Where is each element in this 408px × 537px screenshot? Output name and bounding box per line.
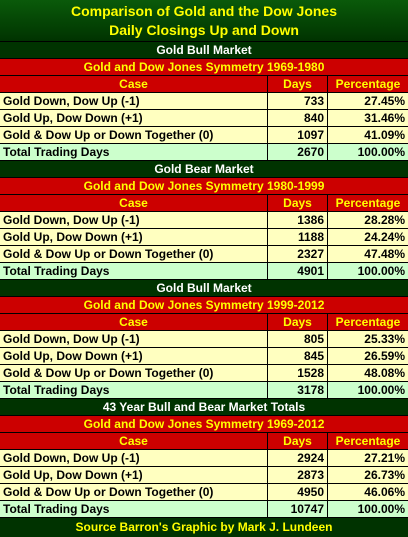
section-subtitle: Gold and Dow Jones Symmetry 1969-1980 [0, 59, 408, 76]
cell: Gold & Dow Up or Down Together (0) [0, 127, 268, 143]
column-header: Case Days Percentage [0, 76, 408, 93]
cell: Case [0, 76, 268, 92]
cell: 4950 [268, 484, 328, 500]
cell: Gold & Dow Up or Down Together (0) [0, 484, 268, 500]
cell: Case [0, 195, 268, 211]
cell: 3178 [268, 382, 328, 398]
cell: 100.00% [328, 144, 408, 160]
cell: 2670 [268, 144, 328, 160]
cell: 31.46% [328, 110, 408, 126]
cell: 24.24% [328, 229, 408, 245]
cell: Gold Up, Dow Down (+1) [0, 229, 268, 245]
cell: Case [0, 433, 268, 449]
cell: Gold Down, Dow Up (-1) [0, 450, 268, 466]
data-row: Gold Up, Dow Down (+1) 845 26.59% [0, 348, 408, 365]
cell: 2327 [268, 246, 328, 262]
cell: 26.59% [328, 348, 408, 364]
market-header: Gold Bull Market [0, 280, 408, 297]
cell: Gold Down, Dow Up (-1) [0, 331, 268, 347]
total-row: Total Trading Days 10747 100.00% [0, 501, 408, 518]
cell: 41.09% [328, 127, 408, 143]
cell: Case [0, 314, 268, 330]
cell: 1386 [268, 212, 328, 228]
column-header: Case Days Percentage [0, 195, 408, 212]
data-row: Gold Down, Dow Up (-1) 805 25.33% [0, 331, 408, 348]
data-row: Gold & Dow Up or Down Together (0) 4950 46… [0, 484, 408, 501]
data-row: Gold Up, Dow Down (+1) 1188 24.24% [0, 229, 408, 246]
cell: Days [268, 195, 328, 211]
cell: 100.00% [328, 501, 408, 517]
total-row: Total Trading Days 2670 100.00% [0, 144, 408, 161]
column-header: Case Days Percentage [0, 314, 408, 331]
cell: Gold & Dow Up or Down Together (0) [0, 246, 268, 262]
total-row: Total Trading Days 4901 100.00% [0, 263, 408, 280]
cell: 845 [268, 348, 328, 364]
cell: 4901 [268, 263, 328, 279]
title-line: Comparison of Gold and the Dow Jones [70, 2, 337, 19]
title-block: Comparison of Gold and the Dow Jones Dai… [0, 0, 408, 42]
sections: Gold Bull Market Gold and Dow Jones Symme… [0, 42, 408, 518]
cell: Gold Up, Dow Down (+1) [0, 110, 268, 126]
cell: 25.33% [328, 331, 408, 347]
cell: Gold Down, Dow Up (-1) [0, 93, 268, 109]
cell: 2873 [268, 467, 328, 483]
data-row: Gold & Dow Up or Down Together (0) 1097 41… [0, 127, 408, 144]
cell: Percentage [328, 76, 408, 92]
cell: 100.00% [328, 263, 408, 279]
cell: 733 [268, 93, 328, 109]
market-header: Gold Bull Market [0, 42, 408, 59]
cell: Gold Down, Dow Up (-1) [0, 212, 268, 228]
data-row: Gold Down, Dow Up (-1) 1386 28.28% [0, 212, 408, 229]
cell: 47.48% [328, 246, 408, 262]
cell: Days [268, 314, 328, 330]
cell: 1528 [268, 365, 328, 381]
cell: 46.06% [328, 484, 408, 500]
cell: 2924 [268, 450, 328, 466]
cell: 805 [268, 331, 328, 347]
market-header: Gold Bear Market [0, 161, 408, 178]
cell: 27.45% [328, 93, 408, 109]
column-header: Case Days Percentage [0, 433, 408, 450]
cell: Total Trading Days [0, 501, 268, 517]
cell: Gold & Dow Up or Down Together (0) [0, 365, 268, 381]
cell: Gold Up, Dow Down (+1) [0, 348, 268, 364]
cell: Percentage [328, 195, 408, 211]
footer: Source Barron's Graphic by Mark J. Lunde… [0, 518, 408, 537]
cell: Total Trading Days [0, 144, 268, 160]
cell: Percentage [328, 433, 408, 449]
section-subtitle: Gold and Dow Jones Symmetry 1999-2012 [0, 297, 408, 314]
cell: 28.28% [328, 212, 408, 228]
cell: 48.08% [328, 365, 408, 381]
cell: Total Trading Days [0, 263, 268, 279]
data-row: Gold Up, Dow Down (+1) 2873 26.73% [0, 467, 408, 484]
cell: Total Trading Days [0, 382, 268, 398]
cell: Gold Up, Dow Down (+1) [0, 467, 268, 483]
market-header: 43 Year Bull and Bear Market Totals [0, 399, 408, 416]
cell: 840 [268, 110, 328, 126]
cell: Days [268, 433, 328, 449]
cell: Percentage [328, 314, 408, 330]
cell: 26.73% [328, 467, 408, 483]
section-subtitle: Gold and Dow Jones Symmetry 1969-2012 [0, 416, 408, 433]
data-row: Gold & Dow Up or Down Together (0) 2327 47… [0, 246, 408, 263]
cell: 27.21% [328, 450, 408, 466]
cell: 1097 [268, 127, 328, 143]
cell: Days [268, 76, 328, 92]
cell: 1188 [268, 229, 328, 245]
data-row: Gold & Dow Up or Down Together (0) 1528 48… [0, 365, 408, 382]
section-subtitle: Gold and Dow Jones Symmetry 1980-1999 [0, 178, 408, 195]
data-row: Gold Down, Dow Up (-1) 2924 27.21% [0, 450, 408, 467]
data-row: Gold Up, Dow Down (+1) 840 31.46% [0, 110, 408, 127]
data-row: Gold Down, Dow Up (-1) 733 27.45% [0, 93, 408, 110]
cell: 10747 [268, 501, 328, 517]
title-line: Daily Closings Up and Down [109, 21, 299, 38]
cell: 100.00% [328, 382, 408, 398]
total-row: Total Trading Days 3178 100.00% [0, 382, 408, 399]
